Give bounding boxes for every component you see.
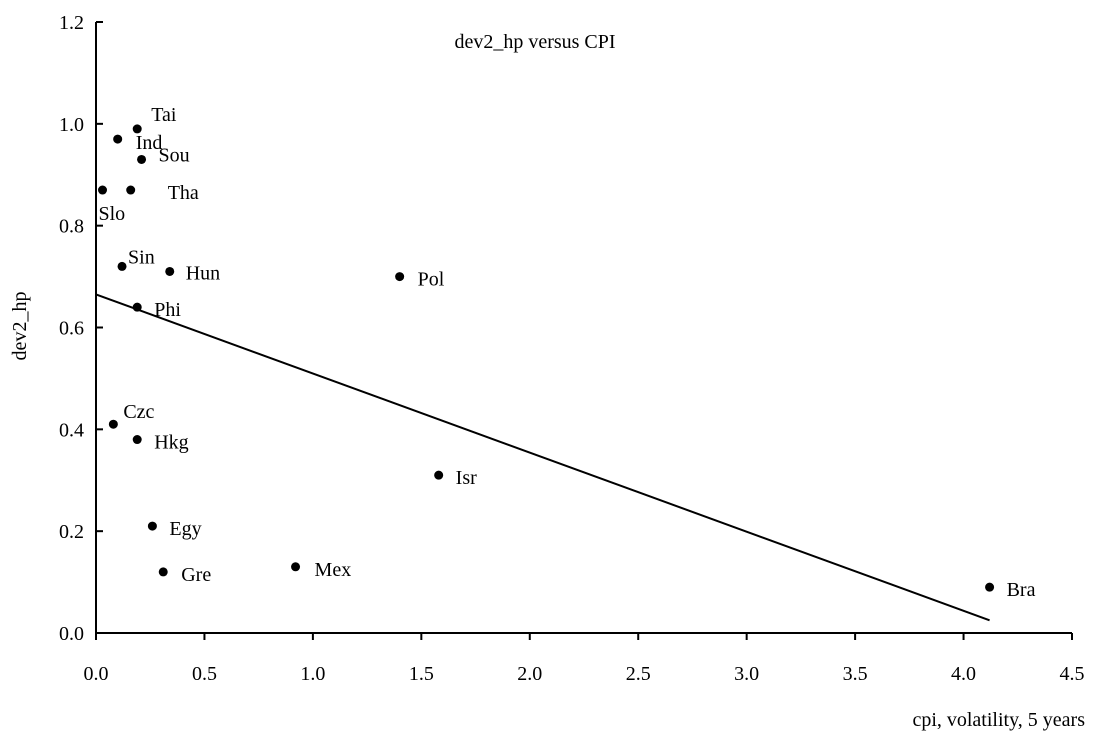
x-tick-label: 2.5 [626, 663, 651, 685]
point-label-czc: Czc [123, 401, 154, 423]
point-hun [165, 266, 175, 276]
y-tick-label: 0.4 [59, 419, 84, 441]
x-tick-label: 3.5 [843, 663, 868, 685]
y-tick-label: 0.0 [59, 623, 84, 645]
point-slo [98, 185, 108, 195]
y-tick-label: 0.6 [59, 318, 84, 340]
x-tick-label: 2.0 [517, 663, 542, 685]
y-tick-label: 1.0 [59, 114, 84, 136]
point-label-slo: Slo [99, 203, 126, 225]
point-label-egy: Egy [169, 518, 201, 540]
point-label-isr: Isr [456, 467, 477, 489]
point-mex [291, 562, 301, 572]
x-tick-label: 3.0 [734, 663, 759, 685]
point-ind [113, 134, 123, 144]
x-axis-title: cpi, volatility, 5 years [912, 709, 1085, 731]
point-tai [132, 124, 142, 134]
point-label-sin: Sin [128, 246, 155, 268]
point-gre [158, 567, 168, 577]
y-axis-title: dev2_hp [9, 292, 31, 361]
point-hkg [132, 435, 142, 445]
trend-line [95, 293, 990, 622]
trend-line-group [95, 293, 990, 622]
point-czc [108, 419, 118, 429]
point-label-tha: Tha [168, 182, 199, 204]
x-tick-label: 4.5 [1060, 663, 1085, 685]
x-tick-label: 0.0 [84, 663, 109, 685]
x-tick-label: 4.0 [951, 663, 976, 685]
point-label-ind: Ind [136, 132, 163, 154]
point-label-bra: Bra [1007, 579, 1036, 601]
y-tick-label: 0.8 [59, 216, 84, 238]
point-sin [117, 261, 127, 271]
point-label-pol: Pol [418, 269, 445, 291]
point-label-sou: Sou [159, 144, 190, 166]
x-tick-label: 1.0 [300, 663, 325, 685]
point-label-gre: Gre [181, 564, 211, 586]
chart-title: dev2_hp versus CPI [454, 31, 615, 53]
y-tick-label: 1.2 [59, 12, 84, 34]
point-egy [147, 521, 157, 531]
point-isr [434, 470, 444, 480]
point-pol [395, 272, 405, 282]
point-label-tai: Tai [151, 104, 177, 126]
y-tick-label: 0.2 [59, 521, 84, 543]
point-label-hun: Hun [186, 262, 220, 284]
axes: 0.0 0.2 0.4 0.6 0.8 1.0 1.2 0.0 0.5 1.0 1.5 2.0 2.5 3… [59, 12, 1085, 685]
point-bra [985, 582, 995, 592]
x-tick-label: 1.5 [409, 663, 434, 685]
point-phi [132, 302, 142, 312]
point-sou [137, 154, 147, 164]
point-label-mex: Mex [315, 559, 352, 581]
point-label-hkg: Hkg [154, 432, 188, 454]
point-tha [126, 185, 136, 195]
point-label-phi: Phi [154, 299, 181, 321]
x-tick-label: 0.5 [192, 663, 217, 685]
